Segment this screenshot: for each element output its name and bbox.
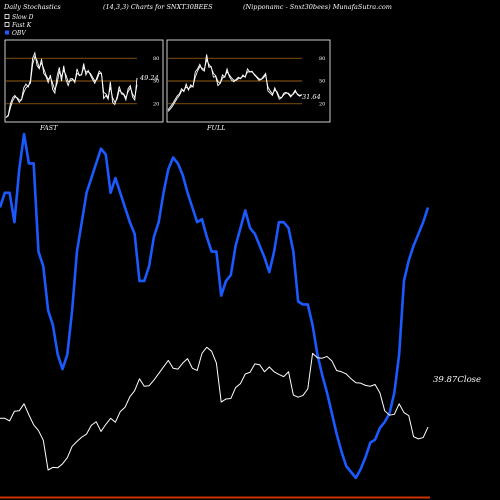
fast-panel-frame bbox=[4, 39, 164, 123]
full-fast-k-line bbox=[167, 54, 303, 111]
fast-panel-label: FAST bbox=[39, 124, 58, 132]
fast-value-label: 49.24 bbox=[139, 74, 159, 82]
chart-params: (14,3,3) Charts for SNXT30BEES bbox=[103, 3, 213, 11]
full-stochastic-panel: 80 50 20 31.64 FULL bbox=[166, 39, 331, 132]
full-panel-frame bbox=[166, 39, 331, 123]
full-tick-50: 50 bbox=[319, 79, 325, 85]
chart-title: Daily Stochastics bbox=[3, 3, 61, 11]
legend-slow-d-label: Slow D bbox=[12, 14, 34, 21]
legend-obv-marker bbox=[5, 30, 9, 35]
fast-slow-d-line bbox=[5, 55, 138, 118]
fast-stochastic-panel: 80 50 20 49.24 FAST bbox=[4, 39, 164, 132]
legend-obv-label: OBV bbox=[12, 30, 26, 37]
legend-fast-k-label: Fast K bbox=[11, 22, 32, 29]
close-price-line bbox=[0, 346, 429, 471]
full-tick-80: 80 bbox=[319, 56, 325, 62]
fast-fast-k-line bbox=[5, 51, 138, 118]
full-value-label: 31.64 bbox=[302, 93, 321, 101]
fast-tick-50: 50 bbox=[153, 79, 159, 85]
fast-tick-20: 20 bbox=[153, 102, 159, 108]
full-tick-20: 20 bbox=[319, 102, 325, 108]
chart-source: (Nipponamc - Snxt30bees) MunafaSutra.com bbox=[243, 3, 392, 11]
legend-fast-k-marker bbox=[4, 22, 10, 27]
obv-line bbox=[0, 132, 430, 480]
full-panel-label: FULL bbox=[206, 124, 226, 132]
close-value-label: 39.87Close bbox=[433, 375, 481, 385]
legend-slow-d-marker bbox=[4, 14, 10, 19]
fast-tick-80: 80 bbox=[153, 56, 159, 62]
obv-price-panel: 39.87Close bbox=[0, 132, 481, 499]
